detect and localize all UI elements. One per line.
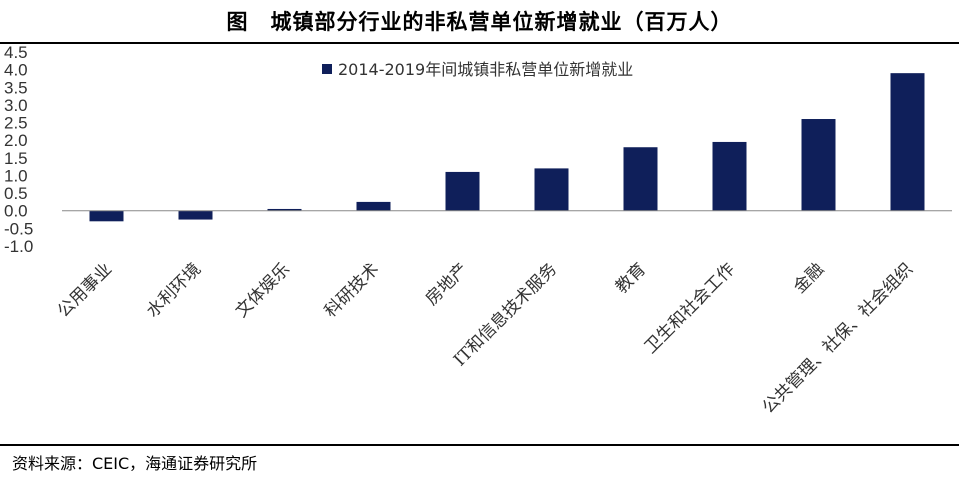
y-tick-label: 3.0	[4, 96, 28, 115]
bar	[178, 210, 213, 220]
y-tick-label: 2.0	[4, 131, 28, 150]
x-tick-label: 教育	[612, 259, 650, 297]
bar	[267, 208, 302, 211]
x-tick-label: 科研技术	[321, 259, 383, 321]
legend-label: 2014-2019年间城镇非私营单位新增就业	[338, 60, 633, 79]
y-tick-label: 1.0	[4, 166, 28, 185]
bar	[712, 141, 747, 211]
x-tick-label: 公共管理、社保、社会组织	[759, 259, 917, 417]
bars	[89, 73, 925, 222]
y-tick-label: -1.0	[4, 237, 33, 256]
bar	[445, 171, 480, 211]
x-tick-label: 水利环境	[143, 259, 205, 321]
y-tick-label: 1.5	[4, 149, 28, 168]
bar	[534, 168, 569, 211]
x-tick-label: 文体娱乐	[232, 259, 294, 321]
y-tick-label: -0.5	[4, 219, 33, 238]
y-tick-label: 3.5	[4, 78, 28, 97]
y-tick-label: 2.5	[4, 114, 28, 133]
bar	[801, 119, 836, 211]
x-tick-label: 金融	[790, 259, 828, 297]
source-rule	[0, 444, 959, 446]
y-tick-label: 4.0	[4, 61, 28, 80]
y-tick-label: 0.0	[4, 202, 28, 221]
legend: 2014-2019年间城镇非私营单位新增就业	[322, 60, 633, 79]
y-tick-label: 0.5	[4, 184, 28, 203]
bar	[623, 147, 658, 211]
bar	[890, 73, 925, 211]
bar	[89, 210, 124, 222]
x-tick-label: 公用事业	[54, 259, 116, 321]
legend-swatch	[322, 64, 332, 74]
y-tick-label: 4.5	[4, 44, 28, 62]
y-axis: 4.54.03.53.02.52.01.51.00.50.0-0.5-1.0	[4, 44, 33, 256]
bar	[356, 201, 391, 211]
bar-chart: 4.54.03.53.02.52.01.51.00.50.0-0.5-1.0 公…	[4, 44, 952, 418]
x-tick-label: 卫生和社会工作	[641, 259, 739, 357]
x-tick-label: 房地产	[422, 259, 472, 309]
title-rule	[0, 42, 959, 44]
page-title: 图 城镇部分行业的非私营单位新增就业（百万人）	[226, 9, 733, 34]
source-note: 资料来源：CEIC，海通证券研究所	[12, 454, 258, 473]
